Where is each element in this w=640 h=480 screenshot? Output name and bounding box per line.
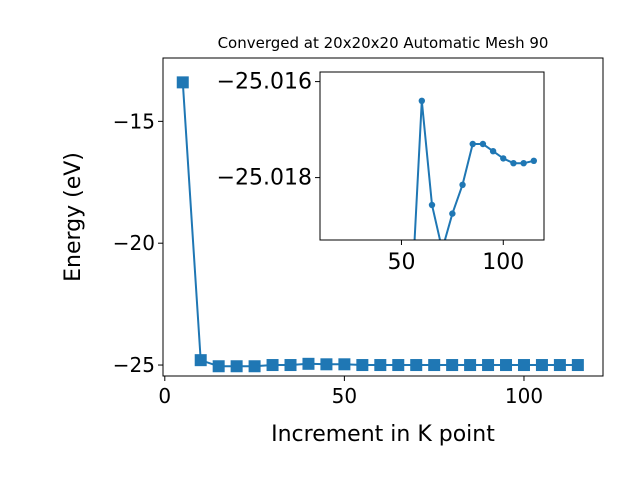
- inset-data-point: [469, 140, 476, 148]
- main-data-point: [428, 359, 441, 372]
- inset-plot-bg: [320, 72, 544, 240]
- main-data-point: [571, 359, 584, 372]
- inset-data-point: [520, 160, 527, 167]
- inset-data-point: [479, 140, 487, 148]
- main-x-tick-label: 50: [332, 384, 357, 408]
- main-x-tick-label: 100: [505, 384, 543, 408]
- x-axis-label: Increment in K point: [271, 422, 495, 447]
- main-data-point: [535, 359, 548, 372]
- inset-data-point: [439, 246, 445, 252]
- inset-data-point: [530, 157, 538, 164]
- main-data-point: [194, 354, 207, 367]
- main-data-point: [248, 360, 261, 373]
- main-plot-frame: [162, 57, 604, 377]
- main-data-point: [482, 359, 495, 372]
- main-data-point: [302, 357, 315, 370]
- main-series: [176, 76, 584, 373]
- main-data-point: [464, 359, 477, 372]
- chart-title: Converged at 20x20x20 Automatic Mesh 90: [218, 34, 549, 52]
- inset-data-point: [500, 155, 507, 162]
- inset-plot-frame: [319, 71, 545, 241]
- main-y-tick-label: −20: [113, 231, 155, 255]
- main-data-point: [284, 359, 297, 372]
- inset-x-tick-label: 50: [387, 250, 415, 275]
- inset-axis-ticks: 50 100 −25.018 −25.016: [217, 70, 525, 275]
- inset-x-tick-label: 100: [482, 250, 524, 275]
- main-data-point: [212, 360, 225, 373]
- inset-data-point: [459, 181, 466, 188]
- inset-data-point: [489, 148, 497, 155]
- main-data-point: [338, 358, 351, 371]
- main-data-point: [266, 359, 279, 372]
- main-data-point: [320, 358, 333, 371]
- main-data-point: [374, 359, 387, 372]
- inset-data-point: [408, 294, 414, 300]
- inset-y-tick-label: −25.016: [217, 70, 312, 95]
- inset-series: [408, 97, 538, 300]
- main-data-point: [553, 359, 566, 372]
- inset-data-point: [418, 97, 426, 105]
- main-data-point: [446, 359, 459, 372]
- inset-data-point: [449, 210, 456, 217]
- main-data-point: [356, 359, 369, 372]
- main-data-point: [176, 76, 189, 89]
- main-data-point: [517, 359, 530, 372]
- main-axis-ticks: 0 50 100 −15 −20 −25: [113, 109, 543, 408]
- inset-data-point: [428, 201, 436, 209]
- y-axis-label: Energy (eV): [61, 152, 86, 282]
- main-y-tick-label: −25: [113, 353, 155, 377]
- main-data-point: [392, 359, 405, 372]
- main-data-point: [410, 359, 423, 372]
- main-data-point: [230, 360, 243, 373]
- inset-data-point: [510, 160, 517, 167]
- main-x-tick-label: 0: [158, 384, 171, 408]
- main-y-tick-label: −15: [113, 109, 155, 133]
- inset-y-tick-label: −25.018: [217, 166, 312, 191]
- main-data-point: [500, 359, 513, 372]
